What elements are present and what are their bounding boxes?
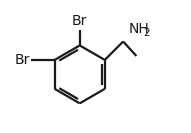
Text: 2: 2 bbox=[144, 28, 150, 38]
Text: NH: NH bbox=[129, 22, 149, 36]
Text: Br: Br bbox=[72, 14, 87, 28]
Text: Br: Br bbox=[14, 53, 30, 67]
